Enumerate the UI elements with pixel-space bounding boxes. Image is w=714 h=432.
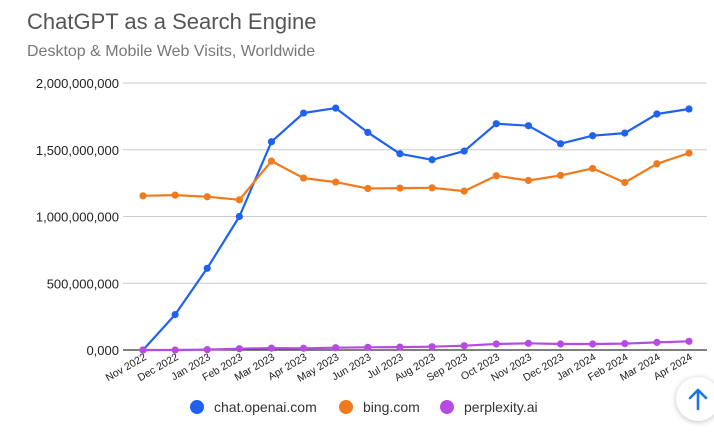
data-point-chat-openai-com <box>589 132 597 140</box>
data-point-bing-com <box>589 164 597 173</box>
data-point-chat-openai-com <box>364 128 372 136</box>
data-point-bing-com <box>492 172 500 180</box>
data-point-perplexity-ai <box>203 345 211 354</box>
y-tick-label: 0,000 <box>86 343 119 358</box>
data-point-bing-com <box>203 193 211 201</box>
data-point-bing-com <box>556 171 565 179</box>
chart-title: ChatGPT as a Search Engine <box>27 9 317 34</box>
data-point-chat-openai-com <box>556 140 565 148</box>
y-tick-label: 1,500,000,000 <box>36 143 119 158</box>
data-point-chat-openai-com <box>171 311 179 319</box>
data-point-bing-com <box>171 191 179 199</box>
y-tick-label: 2,000,000,000 <box>36 76 119 91</box>
data-point-bing-com <box>299 174 308 182</box>
data-point-perplexity-ai <box>171 346 179 354</box>
legend-label: bing.com <box>363 399 420 415</box>
data-point-bing-com <box>524 176 533 185</box>
data-point-chat-openai-com <box>492 120 500 128</box>
series-line-bing-com <box>142 152 690 201</box>
legend-label: chat.openai.com <box>214 399 317 415</box>
legend-marker <box>339 400 353 414</box>
data-point-perplexity-ai <box>299 344 308 352</box>
data-point-perplexity-ai <box>589 340 597 348</box>
data-point-bing-com <box>235 196 243 204</box>
legend-marker <box>440 400 454 414</box>
data-point-bing-com <box>685 149 693 157</box>
chart-subtitle: Desktop & Mobile Web Visits, Worldwide <box>27 43 316 60</box>
data-point-chat-openai-com <box>685 105 693 113</box>
data-point-bing-com <box>460 187 468 195</box>
series-line-perplexity-ai <box>143 340 690 352</box>
data-point-chat-openai-com <box>235 212 243 221</box>
data-point-perplexity-ai <box>460 342 468 350</box>
data-point-bing-com <box>267 157 276 165</box>
arrow-up-icon <box>688 388 708 411</box>
data-point-chat-openai-com <box>621 129 629 137</box>
data-point-perplexity-ai <box>332 344 340 352</box>
data-point-perplexity-ai <box>492 340 500 348</box>
data-point-chat-openai-com <box>653 110 661 118</box>
data-point-bing-com <box>396 184 404 192</box>
data-point-bing-com <box>653 160 661 168</box>
data-point-perplexity-ai <box>235 345 243 353</box>
data-point-perplexity-ai <box>524 339 533 347</box>
data-point-chat-openai-com <box>524 122 533 130</box>
data-point-chat-openai-com <box>267 138 276 146</box>
data-point-perplexity-ai <box>139 346 147 354</box>
data-point-bing-com <box>428 184 436 192</box>
data-point-bing-com <box>139 192 147 200</box>
data-point-chat-openai-com <box>428 156 436 164</box>
data-point-perplexity-ai <box>621 339 629 348</box>
series-line-chat-openai-com <box>142 106 690 351</box>
data-point-chat-openai-com <box>460 147 468 155</box>
data-point-perplexity-ai <box>396 343 404 351</box>
scroll-to-top-button[interactable] <box>676 377 714 421</box>
data-point-perplexity-ai <box>685 337 693 345</box>
data-point-chat-openai-com <box>332 104 340 112</box>
data-point-perplexity-ai <box>364 343 372 351</box>
y-tick-label: 1,000,000,000 <box>36 210 119 225</box>
data-point-bing-com <box>621 178 629 187</box>
data-point-bing-com <box>332 178 340 186</box>
y-tick-label: 500,000,000 <box>47 276 119 291</box>
data-point-perplexity-ai <box>653 338 661 346</box>
data-point-perplexity-ai <box>267 344 276 352</box>
data-point-bing-com <box>364 184 372 193</box>
data-point-chat-openai-com <box>203 264 211 272</box>
legend-marker <box>190 400 204 414</box>
data-point-perplexity-ai <box>428 343 436 351</box>
legend-label: perplexity.ai <box>464 399 538 415</box>
data-point-chat-openai-com <box>299 109 308 117</box>
data-point-chat-openai-com <box>396 150 404 158</box>
data-point-perplexity-ai <box>556 340 565 348</box>
